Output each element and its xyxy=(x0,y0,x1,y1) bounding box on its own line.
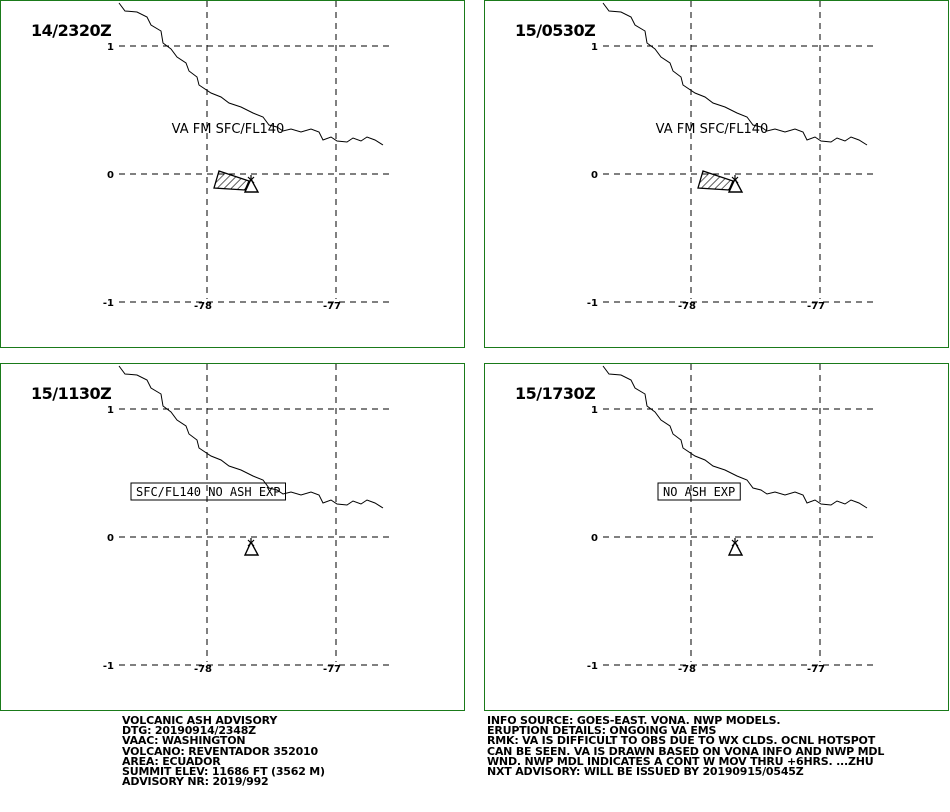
lat-lon-grid xyxy=(603,364,873,666)
advisory-line: NXT ADVISORY: WILL BE ISSUED BY 20190915… xyxy=(487,764,804,778)
volcano-icon xyxy=(727,538,744,556)
advisory-line: INFO SOURCE: GOES-EAST. VONA. NWP MODELS… xyxy=(487,714,781,727)
forecast-label-box: SFC/FL140 NO ASH EXP xyxy=(130,482,286,501)
lon-label: -77 xyxy=(807,664,825,675)
coastline xyxy=(602,2,868,146)
forecast-label: VA FM SFC/FL140 xyxy=(656,122,769,137)
lat-label: -1 xyxy=(103,661,114,672)
valid-time-label: 15/0530Z xyxy=(515,21,596,40)
lat-label: 1 xyxy=(107,405,114,416)
lat-label: 1 xyxy=(591,42,598,53)
lon-label: -77 xyxy=(807,301,825,312)
forecast-panel-2: 1 0 -1 -78 -77 VA FM SFC/FL140 15/0530Z xyxy=(484,0,949,348)
advisory-line: RMK: VA IS DIFFICULT TO OBS DUE TO WX CL… xyxy=(487,734,876,748)
lat-label: -1 xyxy=(587,298,598,309)
valid-time-label: 14/2320Z xyxy=(31,21,112,40)
lat-lon-grid xyxy=(119,1,389,303)
forecast-label: VA FM SFC/FL140 xyxy=(172,122,285,137)
lon-label: -77 xyxy=(323,664,341,675)
lon-label: -78 xyxy=(194,664,212,675)
lat-label: 0 xyxy=(591,533,598,544)
advisory-line: DTG: 20190914/2348Z xyxy=(122,724,256,738)
advisory-remarks-block: INFO SOURCE: GOES-EAST. VONA. NWP MODELS… xyxy=(487,714,885,778)
volcano-icon xyxy=(243,538,260,556)
lat-label: 0 xyxy=(107,170,114,181)
volcano-icon xyxy=(243,175,260,193)
advisory-line: SUMMIT ELEV: 11686 FT (3562 M) xyxy=(122,764,325,778)
advisory-header-block: VOLCANIC ASH ADVISORY DTG: 20190914/2348Z… xyxy=(122,714,325,789)
map-canvas: 1 0 -1 -78 -77 VA FM SFC/FL140 xyxy=(587,1,873,312)
lat-lon-grid xyxy=(119,364,389,666)
lon-label: -78 xyxy=(678,664,696,675)
lat-lon-grid xyxy=(603,1,873,303)
advisory-line: WND. NWP MDL INDICATES A CONT W MOV THRU… xyxy=(487,754,874,768)
forecast-panel-1: 1 0 -1 -78 -77 VA FM SFC/FL140 14/2320Z xyxy=(0,0,465,348)
lon-label: -77 xyxy=(323,301,341,312)
advisory-line: ADVISORY NR: 2019/992 xyxy=(122,775,269,789)
valid-time-label: 15/1130Z xyxy=(31,384,112,403)
lon-label: -78 xyxy=(678,301,696,312)
lon-label: -78 xyxy=(194,301,212,312)
ash-area-polygon xyxy=(697,170,734,191)
advisory-line: CAN BE SEEN. VA IS DRAWN BASED ON VONA I… xyxy=(487,744,885,758)
ash-area-polygon xyxy=(213,170,250,191)
map-canvas: 1 0 -1 -78 -77 NO ASH EXP xyxy=(587,364,873,675)
coastline xyxy=(118,2,384,146)
advisory-line: AREA: ECUADOR xyxy=(122,754,221,768)
volcano-icon xyxy=(727,175,744,193)
forecast-label-box: NO ASH EXP xyxy=(657,482,741,501)
forecast-label: SFC/FL140 NO ASH EXP xyxy=(136,485,281,499)
lat-label: 1 xyxy=(107,42,114,53)
advisory-line: VOLCANO: REVENTADOR 352010 xyxy=(122,744,318,758)
coastline xyxy=(118,365,384,509)
forecast-panel-3: 1 0 -1 -78 -77 SFC/FL140 NO ASH EXP 15/1130Z xyxy=(0,363,465,711)
forecast-panel-4: 1 0 -1 -78 -77 NO ASH EXP 15/1730Z xyxy=(484,363,949,711)
advisory-line: ERUPTION DETAILS: ONGOING VA EMS xyxy=(487,724,717,738)
lat-label: 1 xyxy=(591,405,598,416)
lat-label: -1 xyxy=(103,298,114,309)
map-canvas: 1 0 -1 -78 -77 SFC/FL140 NO ASH EXP xyxy=(103,364,389,675)
lat-label: -1 xyxy=(587,661,598,672)
map-canvas: 1 0 -1 -78 -77 VA FM SFC/FL140 xyxy=(103,1,389,312)
valid-time-label: 15/1730Z xyxy=(515,384,596,403)
coastline xyxy=(602,365,868,509)
forecast-label: NO ASH EXP xyxy=(663,485,735,499)
advisory-line: VAAC: WASHINGTON xyxy=(122,734,246,748)
lat-label: 0 xyxy=(591,170,598,181)
advisory-line: VOLCANIC ASH ADVISORY xyxy=(122,714,278,727)
lat-label: 0 xyxy=(107,533,114,544)
